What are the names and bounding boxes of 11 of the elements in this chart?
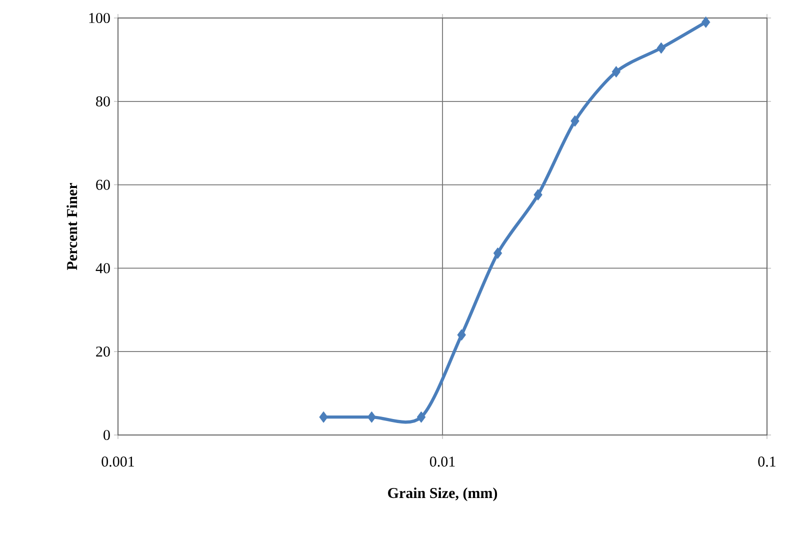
y-axis-title: Percent Finer <box>66 183 78 270</box>
y-tick-label: 80 <box>96 96 110 106</box>
x-tick-label: 0.1 <box>758 456 776 467</box>
y-tick-label: 0 <box>104 430 110 440</box>
y-tick-label: 60 <box>96 180 110 190</box>
y-tick-label: 20 <box>96 346 110 357</box>
x-axis-title: Grain Size, (mm) <box>388 488 498 502</box>
y-tick-label: 40 <box>96 263 110 274</box>
y-tick-label: 100 <box>89 12 110 24</box>
x-tick-label: 0.01 <box>430 456 455 467</box>
x-tick-label: 0.001 <box>102 456 134 467</box>
